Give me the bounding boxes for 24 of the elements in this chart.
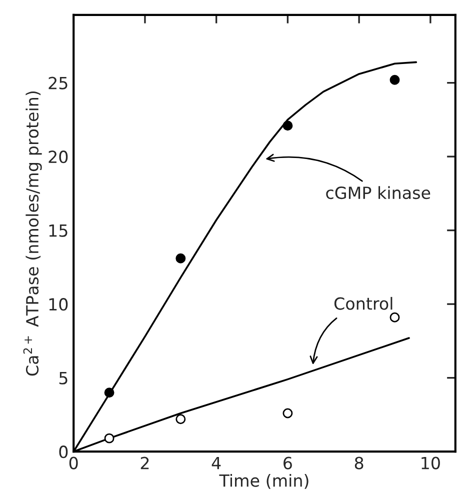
y-tick-label: 10 — [49, 298, 68, 311]
x-tick-label: 10 — [422, 456, 440, 470]
point — [176, 253, 186, 264]
point — [104, 433, 114, 444]
x-tick-label: 2 — [140, 456, 149, 470]
point — [282, 408, 293, 418]
point — [104, 388, 114, 398]
y-tick-label: 20 — [48, 150, 68, 164]
annotation: Control — [334, 296, 392, 310]
x-tick-label: 6 — [284, 456, 292, 470]
point — [390, 312, 400, 322]
point — [390, 74, 400, 85]
y-tick-label: 0 — [59, 446, 68, 458]
point — [176, 414, 186, 424]
y-tick-label: 15 — [49, 224, 68, 237]
y-axis-title: Ca$^{2+}$ ATPase (nmoles/mg protein) — [23, 91, 42, 376]
y-tick-label: 25 — [48, 76, 68, 90]
annotation: cGMP kinase — [326, 186, 430, 200]
x-tick-label: 0 — [69, 456, 78, 470]
x-tick-label: 4 — [212, 456, 221, 470]
y-tick-label: 5 — [59, 372, 68, 384]
x-axis-title: Time (min) — [219, 474, 308, 489]
x-tick-label: 8 — [354, 456, 364, 470]
point — [282, 120, 293, 131]
